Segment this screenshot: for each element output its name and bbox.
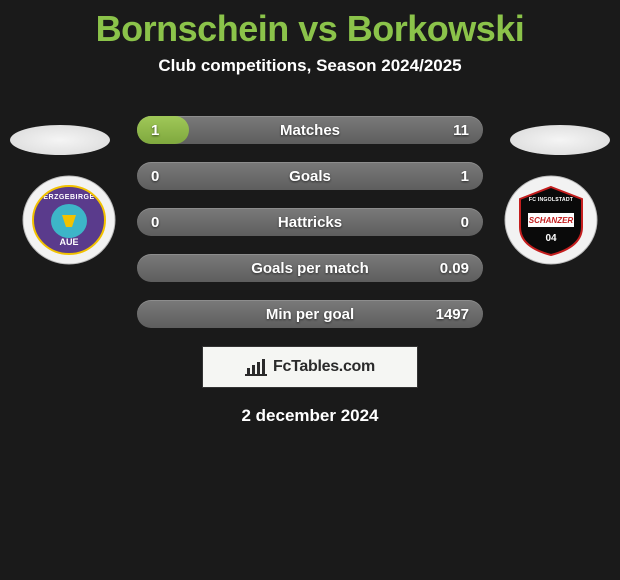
stats-container: 1 Matches 11 0 Goals 1 0 Hattricks 0 Goals per ma…: [137, 116, 483, 328]
snapshot-date: 2 december 2024: [0, 406, 620, 426]
page-title: Bornschein vs Borkowski: [0, 8, 620, 50]
stat-value-right: 1: [439, 168, 469, 185]
stat-row: Min per goal 1497: [137, 300, 483, 328]
stat-row: 0 Goals 1: [137, 162, 483, 190]
chart-icon: [245, 358, 267, 376]
stat-value-right: 0.09: [439, 260, 469, 277]
stat-value-left: 1: [151, 122, 181, 139]
stat-label: Hattricks: [278, 214, 342, 231]
team-badge-left: ERZGEBIRGE AUE: [22, 175, 116, 265]
stat-value-right: 1497: [436, 306, 469, 323]
stat-value-left: 0: [151, 168, 181, 185]
stat-label: Goals per match: [251, 260, 369, 277]
stat-row: 1 Matches 11: [137, 116, 483, 144]
svg-text:SCHANZER: SCHANZER: [529, 216, 574, 225]
brand-text: FcTables.com: [273, 358, 375, 376]
svg-text:FC INGOLSTADT: FC INGOLSTADT: [529, 197, 574, 203]
stat-row: Goals per match 0.09: [137, 254, 483, 282]
player-flag-left: [10, 125, 110, 155]
player-flag-right: [510, 125, 610, 155]
stat-value-left: 0: [151, 214, 181, 231]
brand-footer: FcTables.com: [202, 346, 418, 388]
stat-label: Goals: [289, 168, 331, 185]
stat-value-right: 11: [439, 122, 469, 139]
svg-text:AUE: AUE: [59, 237, 78, 247]
stat-label: Min per goal: [266, 306, 354, 323]
season-subtitle: Club competitions, Season 2024/2025: [0, 56, 620, 76]
badge-left-text-top: ERZGEBIRGE: [43, 194, 94, 201]
team-badge-right: FC INGOLSTADT SCHANZER 04: [504, 175, 598, 265]
stat-label: Matches: [280, 122, 340, 139]
stat-row: 0 Hattricks 0: [137, 208, 483, 236]
stat-value-right: 0: [439, 214, 469, 231]
svg-text:04: 04: [545, 233, 557, 244]
